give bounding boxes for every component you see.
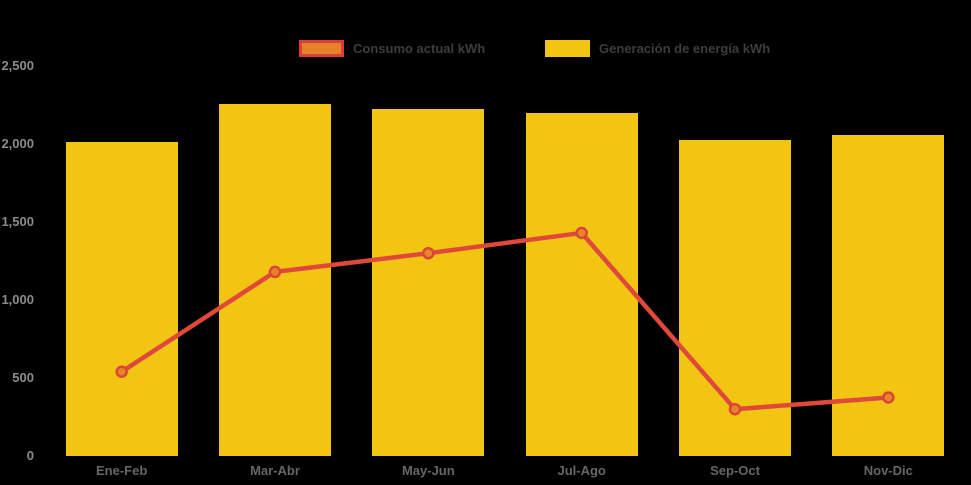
- x-axis-label: May-Jun: [401, 463, 455, 478]
- bar-nov-dic[interactable]: [832, 135, 945, 456]
- y-axis-tick-label: 2,500: [1, 58, 34, 73]
- x-axis-label: Ene-Feb: [96, 463, 148, 478]
- y-axis-tick-label: 1,000: [1, 292, 34, 307]
- legend-item-consumo-actual[interactable]: Consumo actual kWh: [299, 40, 485, 57]
- y-axis-tick-label: 500: [12, 370, 34, 385]
- x-axis-label: Nov-Dic: [863, 463, 913, 478]
- y-axis-tick-label: 2,000: [1, 136, 34, 151]
- line-point-ene-feb[interactable]: [115, 365, 128, 379]
- line-series-consumo: [115, 226, 895, 416]
- legend-label-consumo-actual: Consumo actual kWh: [353, 41, 486, 56]
- line-point-nov-dic[interactable]: [882, 391, 895, 404]
- chart-legend: Consumo actual kWh Generación de energía…: [0, 0, 971, 66]
- x-axis-label: Sep-Oct: [710, 463, 760, 478]
- legend-swatch-consumo-actual: [299, 40, 344, 57]
- legend-item-generacion-energia[interactable]: Generación de energía kWh: [545, 40, 770, 57]
- bar-mar-abr[interactable]: [219, 104, 331, 456]
- bar-jul-ago[interactable]: [525, 112, 638, 456]
- y-axis-tick-label: 0: [26, 448, 34, 463]
- bar-ene-feb[interactable]: [65, 141, 178, 456]
- legend-swatch-generacion-energia: [545, 40, 590, 57]
- x-axis-label: Mar-Abr: [250, 463, 300, 478]
- plot-area: [45, 66, 965, 456]
- bar-may-jun[interactable]: [372, 108, 485, 456]
- x-axis-label: Jul-Ago: [557, 463, 606, 478]
- line-point-mar-abr[interactable]: [268, 265, 282, 279]
- legend-label-generacion-energia: Generación de energía kWh: [599, 41, 771, 56]
- line-point-jul-ago[interactable]: [575, 226, 588, 240]
- line-point-may-jun[interactable]: [422, 246, 435, 260]
- line-point-sep-oct[interactable]: [728, 402, 742, 416]
- y-axis-tick-label: 1,500: [1, 214, 34, 229]
